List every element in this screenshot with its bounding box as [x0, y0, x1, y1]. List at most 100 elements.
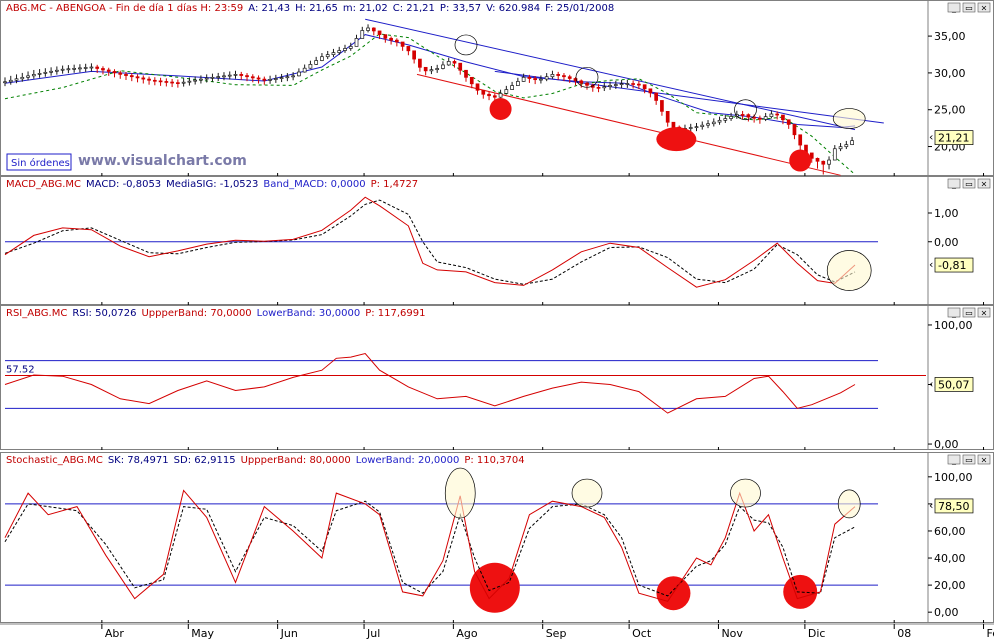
candle-body	[89, 66, 94, 69]
candle-body	[20, 76, 25, 80]
candle-body	[193, 79, 198, 82]
candle-body	[521, 76, 526, 82]
stoch-sd-line	[4, 500, 856, 597]
minimize-icon: _	[951, 456, 957, 465]
panel-window-button	[947, 2, 961, 13]
red-marker	[789, 149, 812, 172]
candle-body	[377, 30, 382, 35]
rsi-level-label: 57.52	[6, 365, 35, 376]
panel-title-name: MACD_ABG.MC	[6, 179, 81, 190]
candle-body	[498, 93, 503, 98]
candle-body	[844, 144, 849, 148]
panel-frame	[0, 0, 994, 176]
candle-body	[279, 77, 284, 79]
x-axis-label: Jul	[366, 627, 380, 640]
candle-body	[832, 148, 837, 161]
close-icon: ×	[981, 456, 988, 465]
candle-body	[181, 81, 186, 84]
panel-title-rsi: RSI: 50,0726	[72, 308, 136, 319]
panel-window-button	[962, 178, 976, 189]
candle-body	[556, 74, 561, 76]
close-icon: ×	[981, 4, 988, 13]
candle-body	[838, 146, 843, 150]
candle-body	[331, 52, 336, 55]
candle-body	[827, 159, 831, 165]
moving-average-blue	[4, 34, 856, 128]
candle-body	[775, 113, 780, 116]
panel-title-macd: MACD: -0,8053	[86, 179, 161, 190]
candle-body	[233, 74, 238, 76]
panel-title-p: P: 110,3704	[464, 455, 524, 466]
maximize-icon: ▭	[965, 180, 973, 189]
candle-body	[481, 89, 486, 95]
panel-title-lower: LowerBand: 20,0000	[356, 455, 460, 466]
candle-body	[31, 74, 36, 77]
y-tick-label: 25,00	[934, 104, 966, 117]
panel-title-upper: UppperBand: 70,0000	[141, 308, 251, 319]
highlight-ellipse	[730, 478, 761, 508]
y-tick-label: 100,00	[934, 471, 973, 484]
candle-body	[383, 34, 388, 39]
candle-body	[43, 71, 48, 74]
candle-body	[199, 78, 203, 81]
candle-body	[152, 79, 157, 82]
candle-body	[118, 72, 123, 75]
candle-body	[769, 113, 774, 117]
value-pointer: ‹	[929, 499, 933, 512]
candle-body	[164, 81, 169, 83]
candle-body	[14, 78, 19, 81]
candle-body	[314, 60, 319, 65]
rsi-line	[4, 352, 856, 414]
candle-body	[619, 83, 624, 86]
candle-body	[613, 84, 618, 86]
panel-window-button	[977, 307, 991, 318]
maximize-icon: ▭	[965, 309, 973, 318]
panel-title-band: Band_MACD: 0,0000	[263, 179, 365, 190]
y-tick-label: 0,00	[934, 236, 959, 249]
candle-body	[821, 160, 826, 165]
candle-body	[544, 76, 549, 80]
candle-body	[395, 39, 399, 43]
candle-body	[740, 114, 745, 116]
highlight-ellipse	[444, 467, 476, 519]
red-marker	[656, 127, 697, 152]
candle-body	[135, 76, 140, 79]
candle-body	[141, 77, 146, 80]
candle-body	[147, 78, 151, 81]
highlight-ellipse	[734, 99, 757, 121]
panel-title-name: RSI_ABG.MC	[6, 308, 67, 319]
candle-body	[492, 95, 497, 98]
candle-body	[55, 69, 59, 72]
candle-body	[758, 117, 762, 120]
candle-body	[124, 74, 128, 76]
candle-body	[435, 68, 440, 71]
minimize-icon: _	[951, 180, 957, 189]
last-value-label: 21,21	[938, 132, 970, 145]
candle-body	[406, 46, 411, 52]
candle-body	[291, 75, 295, 78]
last-value-label: 50,07	[938, 378, 970, 391]
panel-title-open: A: 21,43	[248, 3, 290, 14]
panel-window-button	[947, 454, 961, 465]
orders-button[interactable]	[6, 153, 72, 171]
y-tick-label: 100,00	[934, 319, 973, 332]
candle-body	[366, 27, 370, 31]
candle-body	[95, 66, 100, 69]
minimize-icon: _	[951, 309, 957, 318]
candle-body	[325, 54, 330, 58]
candle-body	[475, 83, 480, 91]
candle-body	[579, 80, 584, 84]
candle-body	[337, 50, 342, 53]
highlight-ellipse	[454, 34, 478, 56]
red-marker	[783, 574, 818, 609]
panel-window-button	[947, 178, 961, 189]
x-axis-label: Jun	[280, 627, 298, 640]
watermark: www.visualchart.com	[78, 153, 247, 169]
panel-window-button	[947, 307, 961, 318]
candle-body	[343, 48, 347, 51]
candle-body	[671, 121, 676, 128]
orders-button-label: Sin órdenes	[11, 157, 70, 169]
panel-window-button	[962, 307, 976, 318]
candle-body	[504, 89, 509, 94]
candle-body	[101, 68, 105, 71]
